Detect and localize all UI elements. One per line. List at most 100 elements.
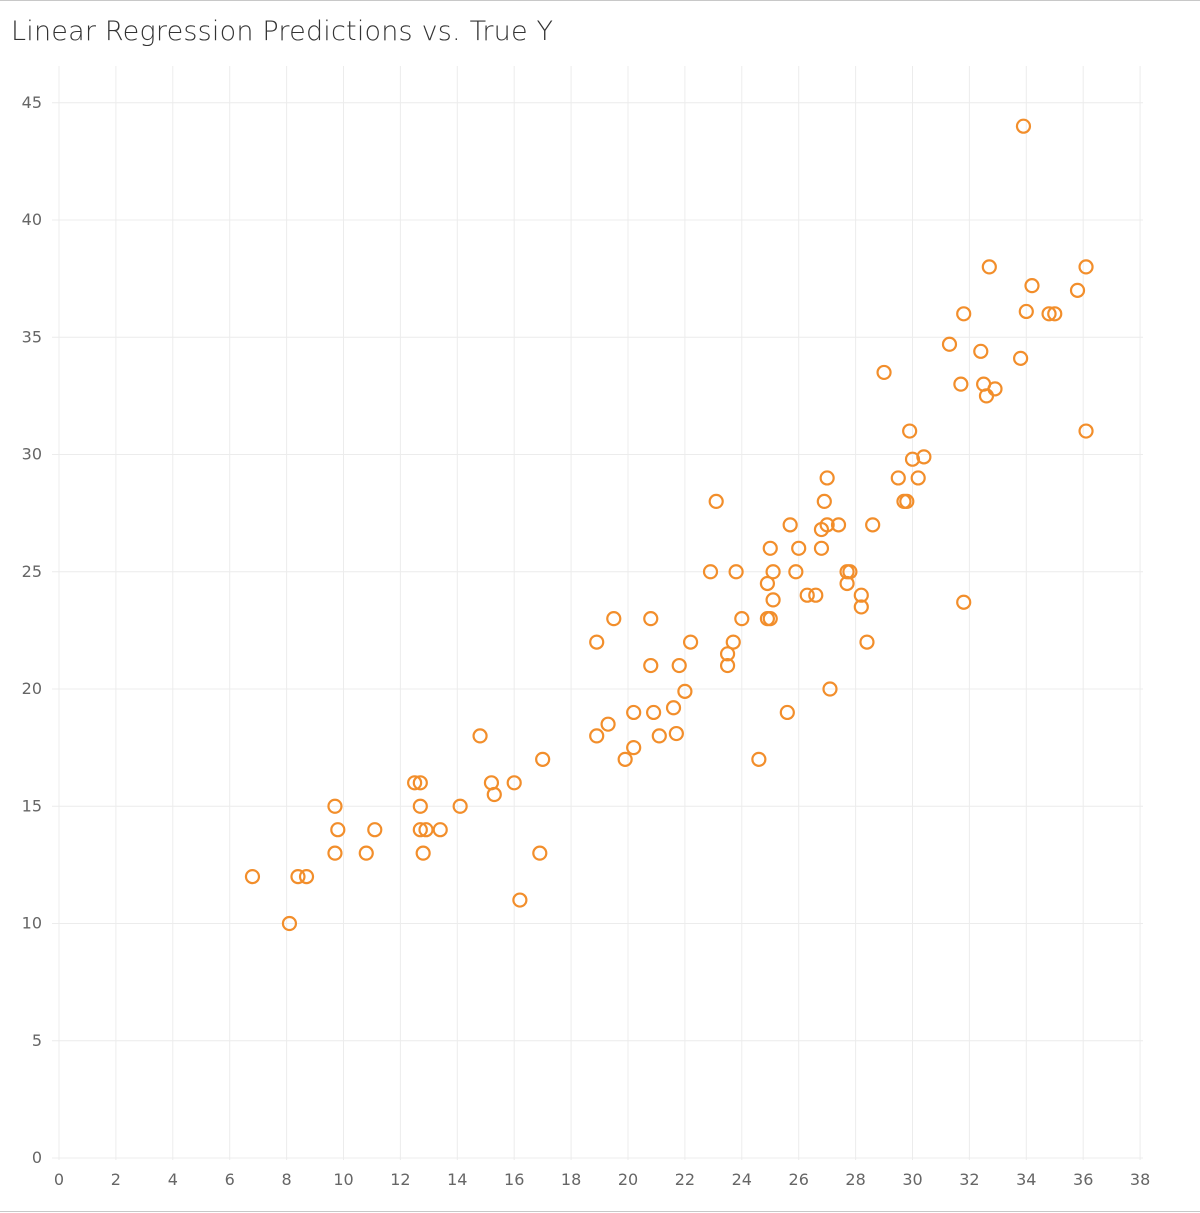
data-point [779, 704, 795, 721]
data-point [830, 517, 847, 533]
data-point [535, 751, 551, 767]
data-point [1069, 282, 1086, 298]
data-point [859, 634, 875, 650]
data-point [782, 517, 798, 533]
data-point [791, 540, 807, 556]
data-point [1013, 350, 1029, 366]
y-tick-label: 15 [22, 796, 42, 815]
data-point [506, 775, 522, 791]
data-point [412, 822, 428, 838]
y-tick-label: 10 [22, 914, 42, 933]
y-tick-label: 30 [22, 445, 42, 464]
x-tick-label: 30 [902, 1170, 922, 1189]
data-point [668, 725, 684, 742]
data-point [902, 423, 918, 439]
data-point [916, 449, 932, 465]
data-point [978, 388, 995, 404]
data-point [532, 845, 548, 861]
data-point [813, 540, 830, 556]
x-tick-label: 4 [168, 1170, 178, 1189]
data-point [765, 592, 781, 608]
data-point [677, 683, 693, 699]
data-point [432, 822, 448, 838]
x-tick-label: 18 [561, 1170, 581, 1189]
data-point [626, 704, 642, 721]
y-tick-label: 40 [22, 210, 42, 229]
data-point [725, 634, 741, 650]
y-tick-label: 5 [32, 1031, 42, 1050]
x-tick-label: 24 [732, 1170, 752, 1189]
x-tick-label: 2 [111, 1170, 121, 1189]
data-point [1018, 303, 1034, 320]
data-point [412, 775, 428, 791]
data-point [956, 306, 972, 322]
data-point [486, 786, 502, 803]
x-axis-ticks: 0 2 4 6 8 10 12 14 16 18 20 22 24 26 28 30 32 34 36 38 [54, 1170, 1150, 1189]
y-axis-ticks: 0 5 10 15 20 25 30 35 40 45 [22, 93, 42, 1167]
data-point [973, 343, 989, 359]
data-point [953, 376, 969, 392]
data-point [415, 845, 431, 861]
data-point [899, 493, 915, 509]
x-tick-label: 20 [618, 1170, 638, 1189]
data-point [617, 751, 633, 767]
data-point [407, 775, 423, 791]
data-point [1047, 306, 1063, 322]
data-point [816, 493, 832, 509]
data-point [759, 575, 776, 592]
x-tick-label: 10 [333, 1170, 353, 1189]
x-tick-label: 6 [225, 1170, 235, 1189]
data-point [290, 868, 306, 885]
gridlines [52, 66, 1143, 1160]
x-tick-label: 36 [1073, 1170, 1093, 1189]
data-point [708, 493, 724, 509]
data-point [589, 634, 605, 650]
data-point [819, 517, 835, 533]
data-point [876, 364, 892, 381]
data-point [762, 540, 778, 556]
data-point [1024, 278, 1040, 294]
x-tick-label: 12 [390, 1170, 410, 1189]
data-point [646, 704, 662, 721]
data-point [327, 845, 343, 861]
data-point [665, 700, 682, 716]
data-point [890, 470, 906, 486]
data-point [941, 336, 958, 352]
data-point [719, 646, 736, 662]
x-tick-label: 8 [282, 1170, 292, 1189]
data-point [751, 751, 767, 767]
data-point [808, 587, 824, 603]
x-tick-label: 28 [845, 1170, 865, 1189]
data-point [765, 564, 781, 580]
chart-title: Linear Regression Predictions vs. True Y [11, 16, 554, 47]
data-point [330, 822, 346, 838]
data-point [358, 845, 374, 861]
x-tick-label: 32 [959, 1170, 979, 1189]
data-point [987, 381, 1003, 397]
data-point [589, 728, 605, 744]
data-point [853, 599, 869, 615]
data-point [904, 451, 921, 467]
x-tick-label: 26 [789, 1170, 809, 1189]
data-point [327, 798, 343, 814]
data-point [682, 634, 699, 650]
data-point [702, 564, 719, 580]
data-point [819, 470, 835, 486]
data-point [910, 470, 926, 486]
data-point [762, 611, 778, 627]
data-point [799, 587, 815, 603]
data-point [626, 740, 642, 756]
x-tick-label: 14 [447, 1170, 467, 1189]
x-tick-label: 16 [504, 1170, 524, 1189]
data-point [643, 611, 659, 627]
data-point [1078, 259, 1094, 275]
data-point [1015, 118, 1032, 134]
data-point [842, 564, 858, 580]
data-point [865, 517, 881, 533]
data-point [418, 822, 434, 838]
data-point [981, 259, 997, 275]
x-tick-label: 34 [1016, 1170, 1036, 1189]
y-tick-label: 20 [22, 679, 42, 698]
data-point [671, 657, 687, 674]
data-point [728, 564, 744, 580]
